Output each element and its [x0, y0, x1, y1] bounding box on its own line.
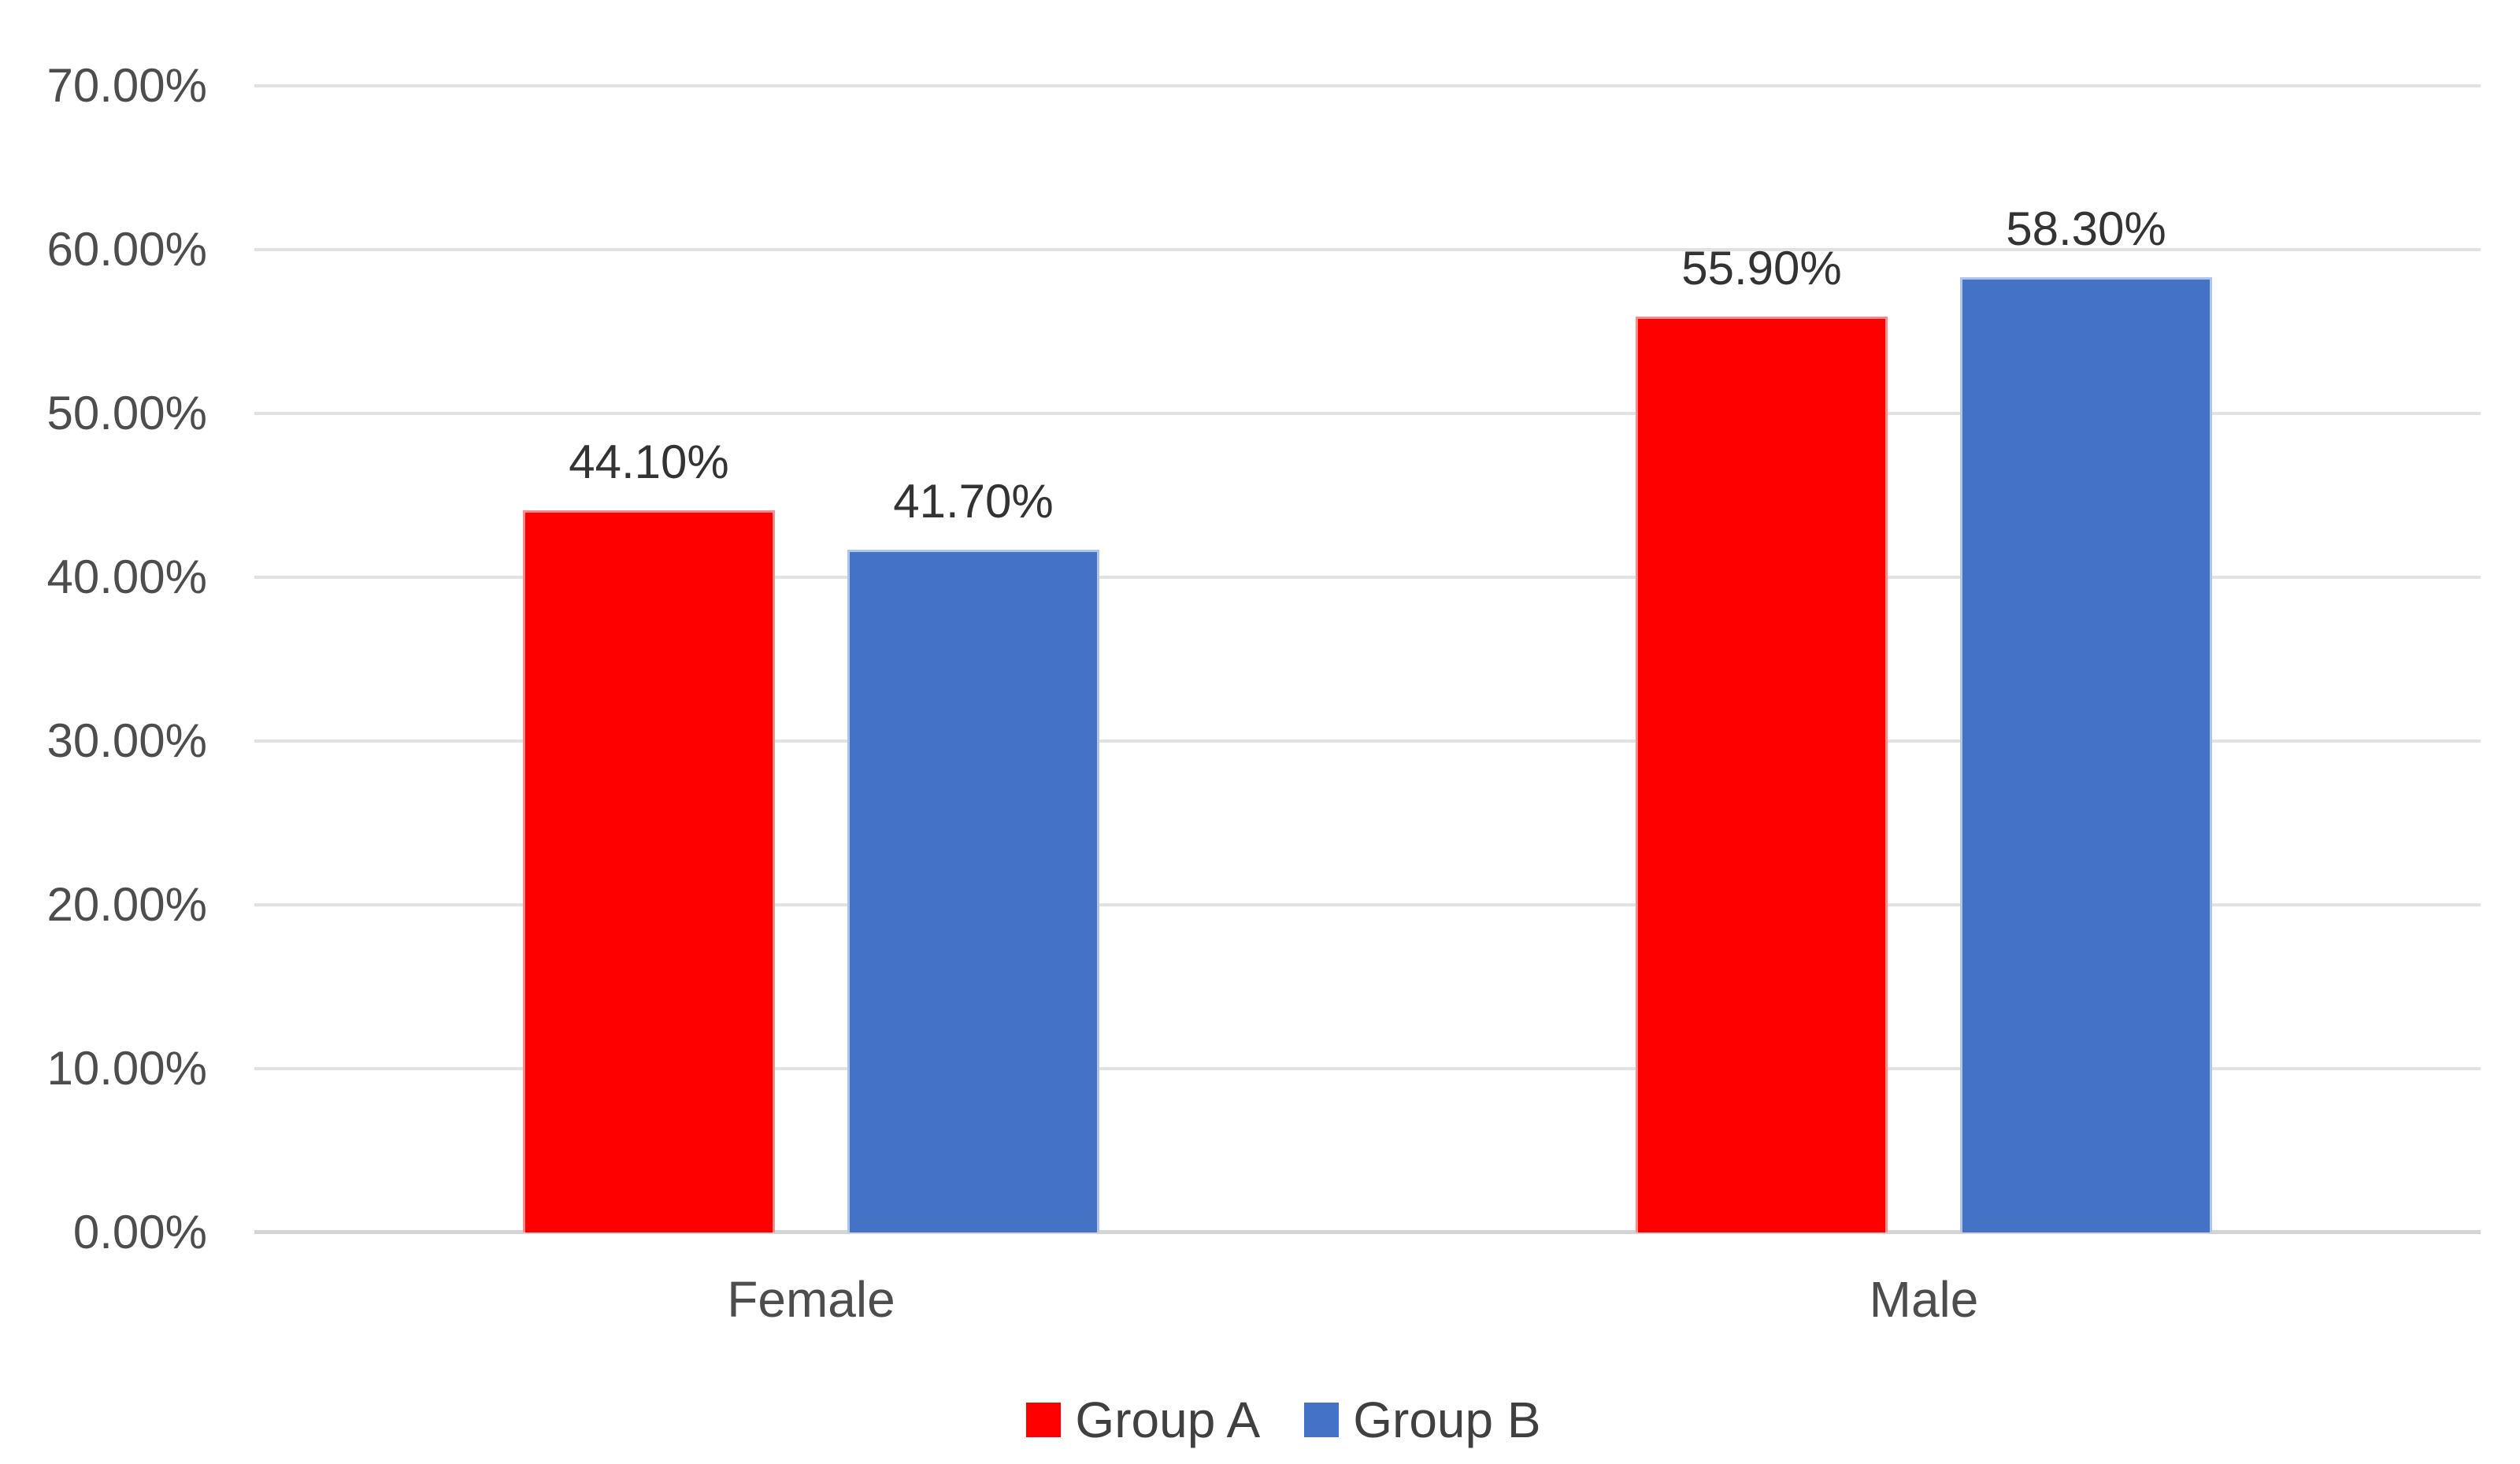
- y-tick-label: 30.00%: [46, 714, 208, 767]
- gridline: [254, 903, 2481, 906]
- gridline: [254, 739, 2481, 743]
- data-label: 58.30%: [2006, 202, 2166, 256]
- bar-group-a-male: [1636, 317, 1888, 1232]
- y-tick-label: 0.00%: [72, 1206, 207, 1258]
- category-label-male: Male: [1869, 1271, 1979, 1328]
- x-axis-line: [254, 1230, 2481, 1234]
- legend-item-group-b: Group B: [1304, 1390, 1541, 1450]
- bar-group-b-female: [847, 549, 1099, 1232]
- y-tick-label: 40.00%: [46, 550, 208, 603]
- legend: Group A Group B: [24, 1384, 2520, 1455]
- gridline: [254, 1067, 2481, 1070]
- bar-group-b-male: [1960, 277, 2212, 1232]
- data-label: 55.90%: [1681, 242, 1842, 295]
- category-label-female: Female: [727, 1271, 895, 1328]
- gridline: [254, 84, 2481, 87]
- data-label: 44.10%: [569, 435, 729, 488]
- y-tick-label: 10.00%: [46, 1042, 208, 1095]
- plot-area: 44.10% 41.70% 55.90% 58.30%: [254, 84, 2481, 1234]
- gridline: [254, 412, 2481, 415]
- gridline: [254, 576, 2481, 579]
- legend-item-group-a: Group A: [1026, 1390, 1260, 1450]
- x-axis: Female Male: [0, 1269, 2520, 1332]
- bar-group-a-female: [523, 510, 775, 1232]
- legend-swatch-group-b: [1304, 1403, 1340, 1437]
- legend-swatch-group-a: [1026, 1403, 1062, 1437]
- data-label: 41.70%: [893, 474, 1054, 528]
- legend-label: Group B: [1353, 1392, 1541, 1448]
- gridline: [254, 248, 2481, 251]
- y-tick-label: 20.00%: [46, 878, 208, 931]
- y-tick-label: 50.00%: [46, 387, 208, 439]
- y-tick-label: 60.00%: [46, 223, 208, 276]
- y-tick-label: 70.00%: [46, 59, 208, 112]
- legend-label: Group A: [1075, 1392, 1261, 1448]
- y-axis: 0.00% 10.00% 20.00% 30.00% 40.00% 50.00% 60.00…: [0, 0, 208, 1464]
